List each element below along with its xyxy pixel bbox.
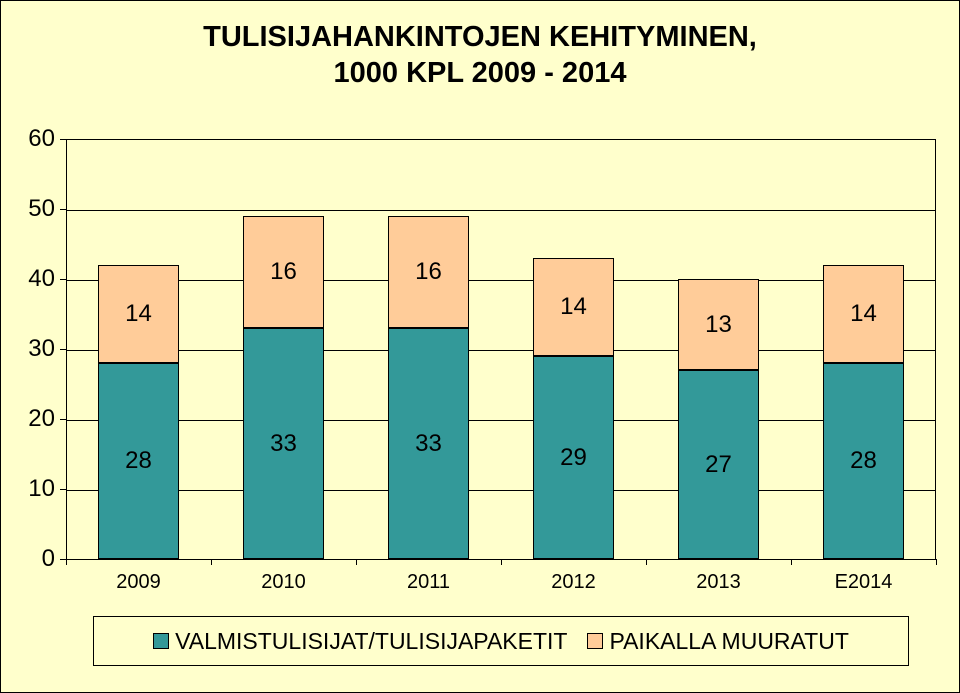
bar-segment: 14 (533, 258, 614, 356)
bar-value-label: 33 (415, 430, 442, 458)
title-line-1: TULISIJAHANKINTOJEN KEHITYMINEN, (1, 19, 959, 55)
bar-segment: 28 (823, 363, 904, 559)
bar-segment: 14 (823, 265, 904, 363)
legend-label: VALMISTULISIJAT/TULISIJAPAKETIT (175, 628, 567, 655)
x-axis-labels: 2009 2010 2011 2012 2013 E2014 (66, 567, 936, 595)
bar-segment: 16 (243, 216, 324, 328)
y-tick-label: 50 (28, 195, 55, 223)
x-tick-label: 2009 (116, 571, 161, 594)
bar-value-label: 28 (125, 447, 152, 475)
bar-segment: 27 (678, 370, 759, 559)
bar-value-label: 13 (705, 311, 732, 339)
x-tick (646, 559, 647, 565)
y-tick-label: 20 (28, 405, 55, 433)
x-tick-label: 2011 (407, 571, 450, 594)
bar-value-label: 16 (270, 258, 297, 286)
chart-container: TULISIJAHANKINTOJEN KEHITYMINEN, 1000 KP… (0, 0, 960, 693)
y-tick-label: 60 (28, 125, 55, 153)
x-tick (791, 559, 792, 565)
chart-title: TULISIJAHANKINTOJEN KEHITYMINEN, 1000 KP… (1, 1, 959, 92)
bar-value-label: 27 (705, 451, 732, 479)
bar-value-label: 16 (415, 258, 442, 286)
bar-value-label: 33 (270, 430, 297, 458)
y-tick-label: 30 (28, 335, 55, 363)
bar-segment: 29 (533, 356, 614, 559)
bar-value-label: 29 (560, 444, 587, 472)
bar-value-label: 14 (560, 293, 587, 321)
bar-value-label: 14 (125, 300, 152, 328)
y-tick-label: 0 (42, 545, 55, 573)
x-tick-label: 2013 (696, 571, 741, 594)
y-tick-label: 40 (28, 265, 55, 293)
y-tick-label: 10 (28, 475, 55, 503)
bar-segment: 28 (98, 363, 179, 559)
bar-segment: 33 (388, 328, 469, 559)
bars-layer: 28 14 33 16 33 16 29 14 27 13 28 14 (66, 139, 936, 559)
y-axis: 0102030405060 (19, 139, 59, 559)
legend-item: VALMISTULISIJAT/TULISIJAPAKETIT (153, 628, 567, 655)
x-tick (356, 559, 357, 565)
x-tick-label: E2014 (835, 571, 893, 594)
legend: VALMISTULISIJAT/TULISIJAPAKETIT PAIKALLA … (93, 616, 909, 666)
x-tick (66, 559, 67, 565)
x-tick-label: 2012 (551, 571, 596, 594)
bar-segment: 14 (98, 265, 179, 363)
bar-segment: 13 (678, 279, 759, 370)
x-tick (936, 559, 937, 565)
legend-label: PAIKALLA MUURATUT (609, 628, 848, 655)
bar-segment: 16 (388, 216, 469, 328)
x-tick (211, 559, 212, 565)
legend-swatch (153, 633, 169, 649)
x-tick (501, 559, 502, 565)
title-line-2: 1000 KPL 2009 - 2014 (1, 55, 959, 91)
legend-swatch (587, 633, 603, 649)
legend-item: PAIKALLA MUURATUT (587, 628, 848, 655)
bar-value-label: 28 (850, 447, 877, 475)
bar-value-label: 14 (850, 300, 877, 328)
x-tick-label: 2010 (261, 571, 306, 594)
bar-segment: 33 (243, 328, 324, 559)
